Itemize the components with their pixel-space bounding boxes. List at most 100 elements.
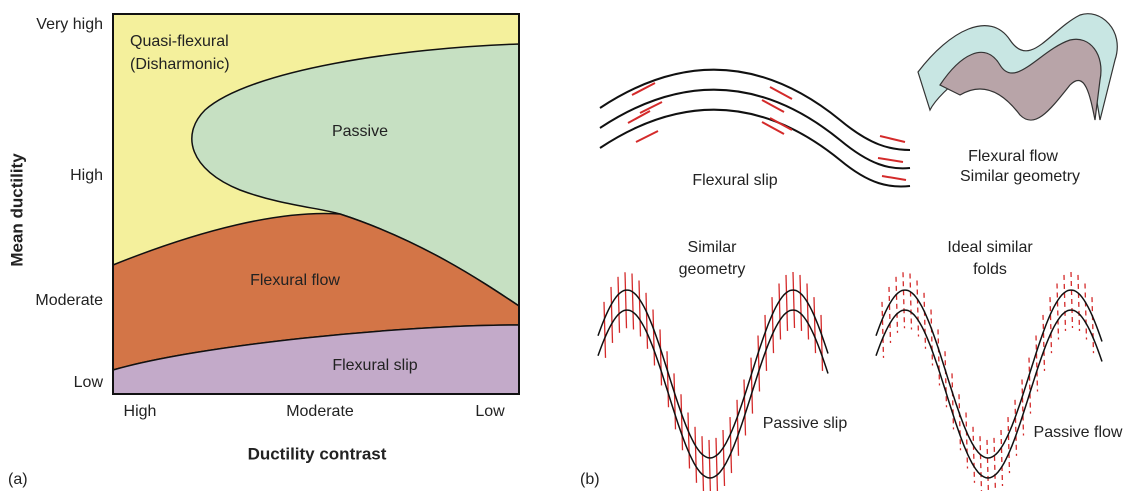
hatch-line — [681, 394, 683, 450]
hatch-line — [814, 297, 816, 353]
arrow — [636, 131, 658, 142]
hatch-line — [1029, 358, 1031, 414]
hatch-line — [924, 293, 926, 349]
fold-line — [598, 310, 828, 478]
hatch-line — [973, 427, 975, 483]
page: {"panel_a": {"label": "(a)", "y_axis": {… — [0, 0, 1132, 491]
hatch-line — [917, 281, 919, 337]
y-tick-label: High — [70, 167, 103, 184]
hatch-line — [807, 284, 809, 340]
hatch-line — [709, 440, 711, 491]
hatch-line — [611, 287, 613, 343]
y-tick-label: Very high — [36, 16, 103, 33]
figure: Very high High Moderate Low High Moderat… — [0, 0, 1132, 491]
y-tick-label: Low — [74, 374, 104, 391]
hatch-line — [702, 436, 704, 491]
sketch-label: Similar — [688, 239, 738, 256]
hatch-line — [751, 358, 753, 414]
hatch-line — [674, 373, 676, 429]
similar-fold-sketches — [598, 272, 1102, 491]
hatch-line — [604, 302, 606, 358]
hatch-line — [716, 438, 718, 491]
hatch-line — [765, 315, 767, 371]
hatch-line — [625, 272, 627, 328]
hatch-line — [786, 275, 788, 331]
hatch-line — [821, 315, 823, 371]
hatch-line — [945, 351, 947, 407]
x-axis-title: Ductility contrast — [248, 444, 387, 463]
fold-line — [876, 310, 1102, 478]
hatch-line — [1036, 336, 1038, 392]
hatch-line — [1064, 275, 1066, 331]
x-tick-label: Moderate — [286, 403, 354, 420]
hatch-line — [966, 413, 968, 469]
hatch-line — [618, 277, 620, 333]
arrow — [878, 158, 903, 162]
hatch-line — [889, 287, 891, 343]
layer-line — [600, 90, 910, 169]
arrow — [882, 176, 906, 180]
x-tick-label: Low — [475, 403, 505, 420]
hatch-line — [1092, 297, 1094, 353]
x-tick-label: High — [124, 403, 157, 420]
flexural-flow-sketch — [918, 14, 1117, 120]
hatch-line — [994, 438, 996, 491]
hatch-line — [903, 272, 905, 328]
hatch-line — [1043, 315, 1045, 371]
hatch-line — [1022, 380, 1024, 436]
hatch-line — [744, 380, 746, 436]
hatch-line — [980, 436, 982, 491]
hatch-line — [882, 302, 884, 358]
hatch-line — [1085, 284, 1087, 340]
hatch-line — [896, 277, 898, 333]
region-label: Flexural flow — [250, 272, 340, 289]
hatch-line — [910, 273, 912, 329]
hatch-line — [1001, 430, 1003, 486]
hatch-line — [1071, 272, 1073, 328]
region-label: (Disharmonic) — [130, 56, 230, 73]
sketch-label: Passive slip — [763, 415, 848, 432]
hatch-line — [959, 394, 961, 450]
panel-label: (b) — [580, 471, 600, 488]
sketch-label: Ideal similar — [947, 239, 1033, 256]
hatch-line — [793, 272, 795, 328]
hatch-line — [800, 275, 802, 331]
y-axis-title: Mean ductility — [7, 153, 26, 267]
hatch-line — [1008, 417, 1010, 473]
hatch-line — [667, 351, 669, 407]
hatch-line — [1057, 284, 1059, 340]
hatch-line — [758, 336, 760, 392]
hatch-line — [639, 281, 641, 337]
arrow — [762, 100, 784, 112]
panel-label: (a) — [8, 471, 28, 488]
sketch-label: Flexural slip — [692, 172, 777, 189]
hatch-line — [1015, 400, 1017, 456]
arrow — [880, 136, 905, 142]
hatch-line — [987, 440, 989, 491]
hatch-line — [737, 400, 739, 456]
sketch-label: Similar geometry — [960, 168, 1080, 185]
sketch-label: folds — [973, 261, 1007, 278]
hatch-line — [938, 329, 940, 385]
hatch-line — [723, 430, 725, 486]
region-label: Quasi-flexural — [130, 33, 229, 50]
region-label: Passive — [332, 123, 388, 140]
sketch-label: Passive flow — [1034, 424, 1123, 441]
y-tick-label: Moderate — [35, 292, 103, 309]
hatch-line — [632, 273, 634, 329]
hatch-line — [730, 417, 732, 473]
hatch-line — [772, 297, 774, 353]
sketch-label: Flexural flow — [968, 148, 1058, 165]
sketch-label: geometry — [679, 261, 746, 278]
hatch-line — [931, 309, 933, 365]
hatch-line — [695, 427, 697, 483]
arrow — [628, 111, 650, 123]
hatch-line — [646, 293, 648, 349]
hatch-line — [688, 413, 690, 469]
arrow — [770, 87, 792, 99]
hatch-line — [1050, 297, 1052, 353]
region-label: Flexural slip — [332, 357, 417, 374]
hatch-line — [653, 309, 655, 365]
hatch-line — [952, 373, 954, 429]
hatch-line — [779, 284, 781, 340]
